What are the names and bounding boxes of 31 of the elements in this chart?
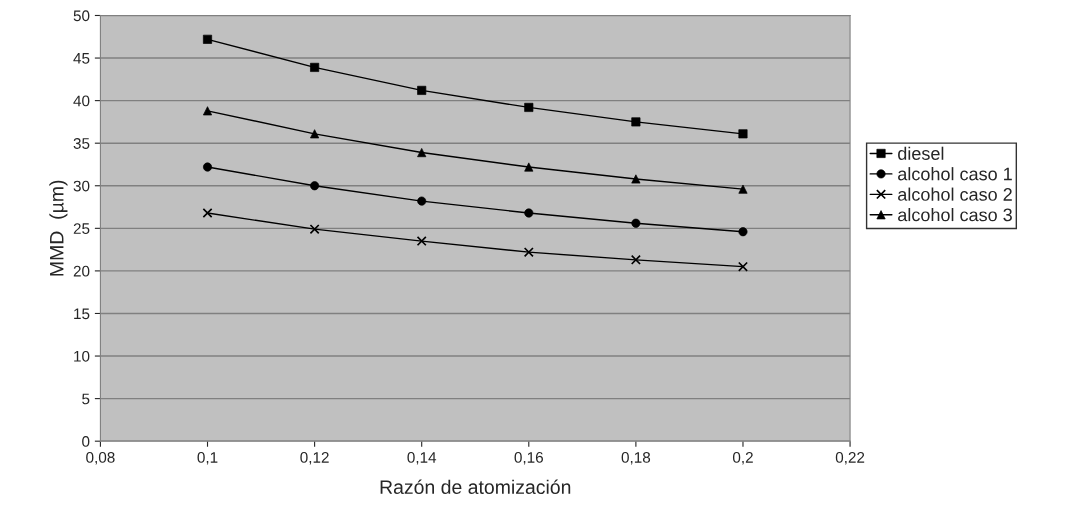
y-tick-label: 35 (73, 138, 90, 149)
y-tick-label: 10 (74, 350, 90, 362)
point (737, 261, 748, 272)
y-tick-label: 20 (73, 265, 90, 277)
x-tick-label: 0,16 (514, 452, 543, 465)
point (630, 254, 641, 265)
x-tick-label: 0,14 (407, 452, 437, 465)
legend-label: alcohol caso 2 (898, 187, 1012, 201)
y-tick-label: 30 (73, 180, 90, 192)
x-axis-title: Razón de atomización (380, 479, 571, 495)
y-tick-label: 25 (73, 223, 90, 235)
legend-label: diesel (898, 146, 944, 160)
x-tick-label: 0,12 (300, 452, 329, 465)
x-tick-label: 0,18 (621, 452, 651, 465)
point (416, 236, 427, 247)
y-tick-label: 45 (73, 53, 90, 64)
y-tick-label: 50 (73, 10, 90, 22)
legend-label: alcohol caso 3 (898, 208, 1012, 222)
legend-label: alcohol caso 1 (898, 167, 1012, 181)
x-tick-label: 0,1 (197, 452, 218, 465)
point (309, 224, 320, 235)
x-tick-label: 0,22 (835, 452, 865, 465)
point (202, 208, 213, 219)
y-tick-label: 0 (82, 436, 90, 447)
point (523, 247, 534, 258)
x-tick-label: 0,2 (732, 452, 753, 465)
y-tick-label: 40 (73, 95, 90, 107)
y-tick-label: 5 (82, 393, 90, 405)
y-axis-title: MMD (µm) (49, 180, 68, 276)
y-tick-label: 15 (74, 308, 90, 320)
x-tick-label: 0,08 (86, 452, 115, 465)
